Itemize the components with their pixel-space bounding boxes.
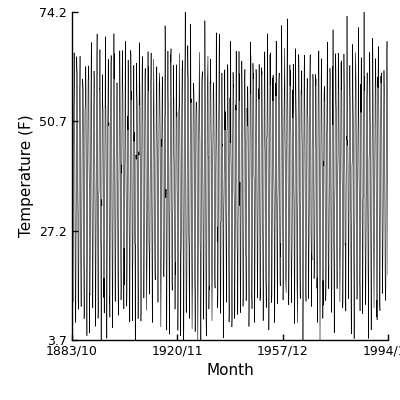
X-axis label: Month: Month: [206, 364, 254, 378]
Y-axis label: Temperature (F): Temperature (F): [18, 115, 34, 237]
